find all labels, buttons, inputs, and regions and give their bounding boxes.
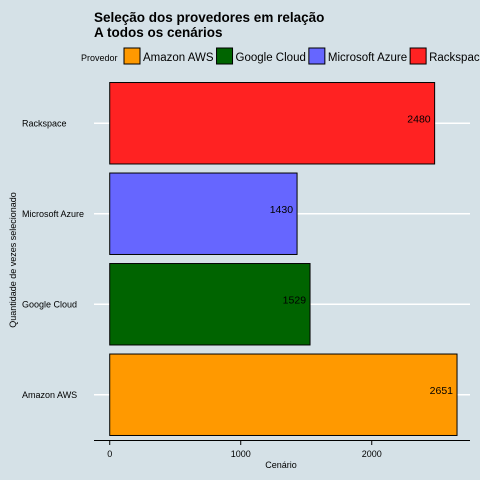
legend: Provedor Amazon AWS Google Cloud Microsoft … [81,47,480,65]
bar [109,172,298,255]
bar [109,263,311,346]
x-tick-label: 1000 [231,449,251,459]
bar-value-label: 2651 [430,385,454,397]
y-tick-label: Google Cloud [22,299,77,309]
y-tick-label: Microsoft Azure [22,209,84,219]
legend-swatch [409,47,427,65]
legend-title: Provedor [81,53,118,63]
legend-label: Rackspace [429,52,480,64]
y-tick-label: Amazon AWS [22,390,77,400]
legend-swatch [123,47,141,65]
x-axis-label: Cenário [265,460,297,470]
bar [109,353,458,436]
bars: 2651 1529 1430 2480 [109,82,458,436]
bar-value-label: 2480 [407,113,431,125]
legend-label: Amazon AWS [143,52,214,64]
legend-label: Google Cloud [236,52,306,64]
bar-value-label: 1529 [283,294,307,306]
legend-swatch [216,47,234,65]
bar-value-label: 1430 [270,204,294,216]
chart-title-line: Seleção dos provedores em relação [94,10,324,25]
legend-label: Microsoft Azure [328,52,407,64]
axes: 0 1000 2000 Amazon AWS Google Cloud Microsoft… [8,118,470,470]
bar [109,82,436,165]
x-tick-label: 2000 [362,449,382,459]
x-tick-label: 0 [107,449,112,459]
y-tick-label: Rackspace [22,118,67,128]
legend-swatch [308,47,326,65]
chart-title-line: A todos os cenários [94,25,223,40]
y-axis-label: Quantidade de vezes selecionado [8,192,18,328]
